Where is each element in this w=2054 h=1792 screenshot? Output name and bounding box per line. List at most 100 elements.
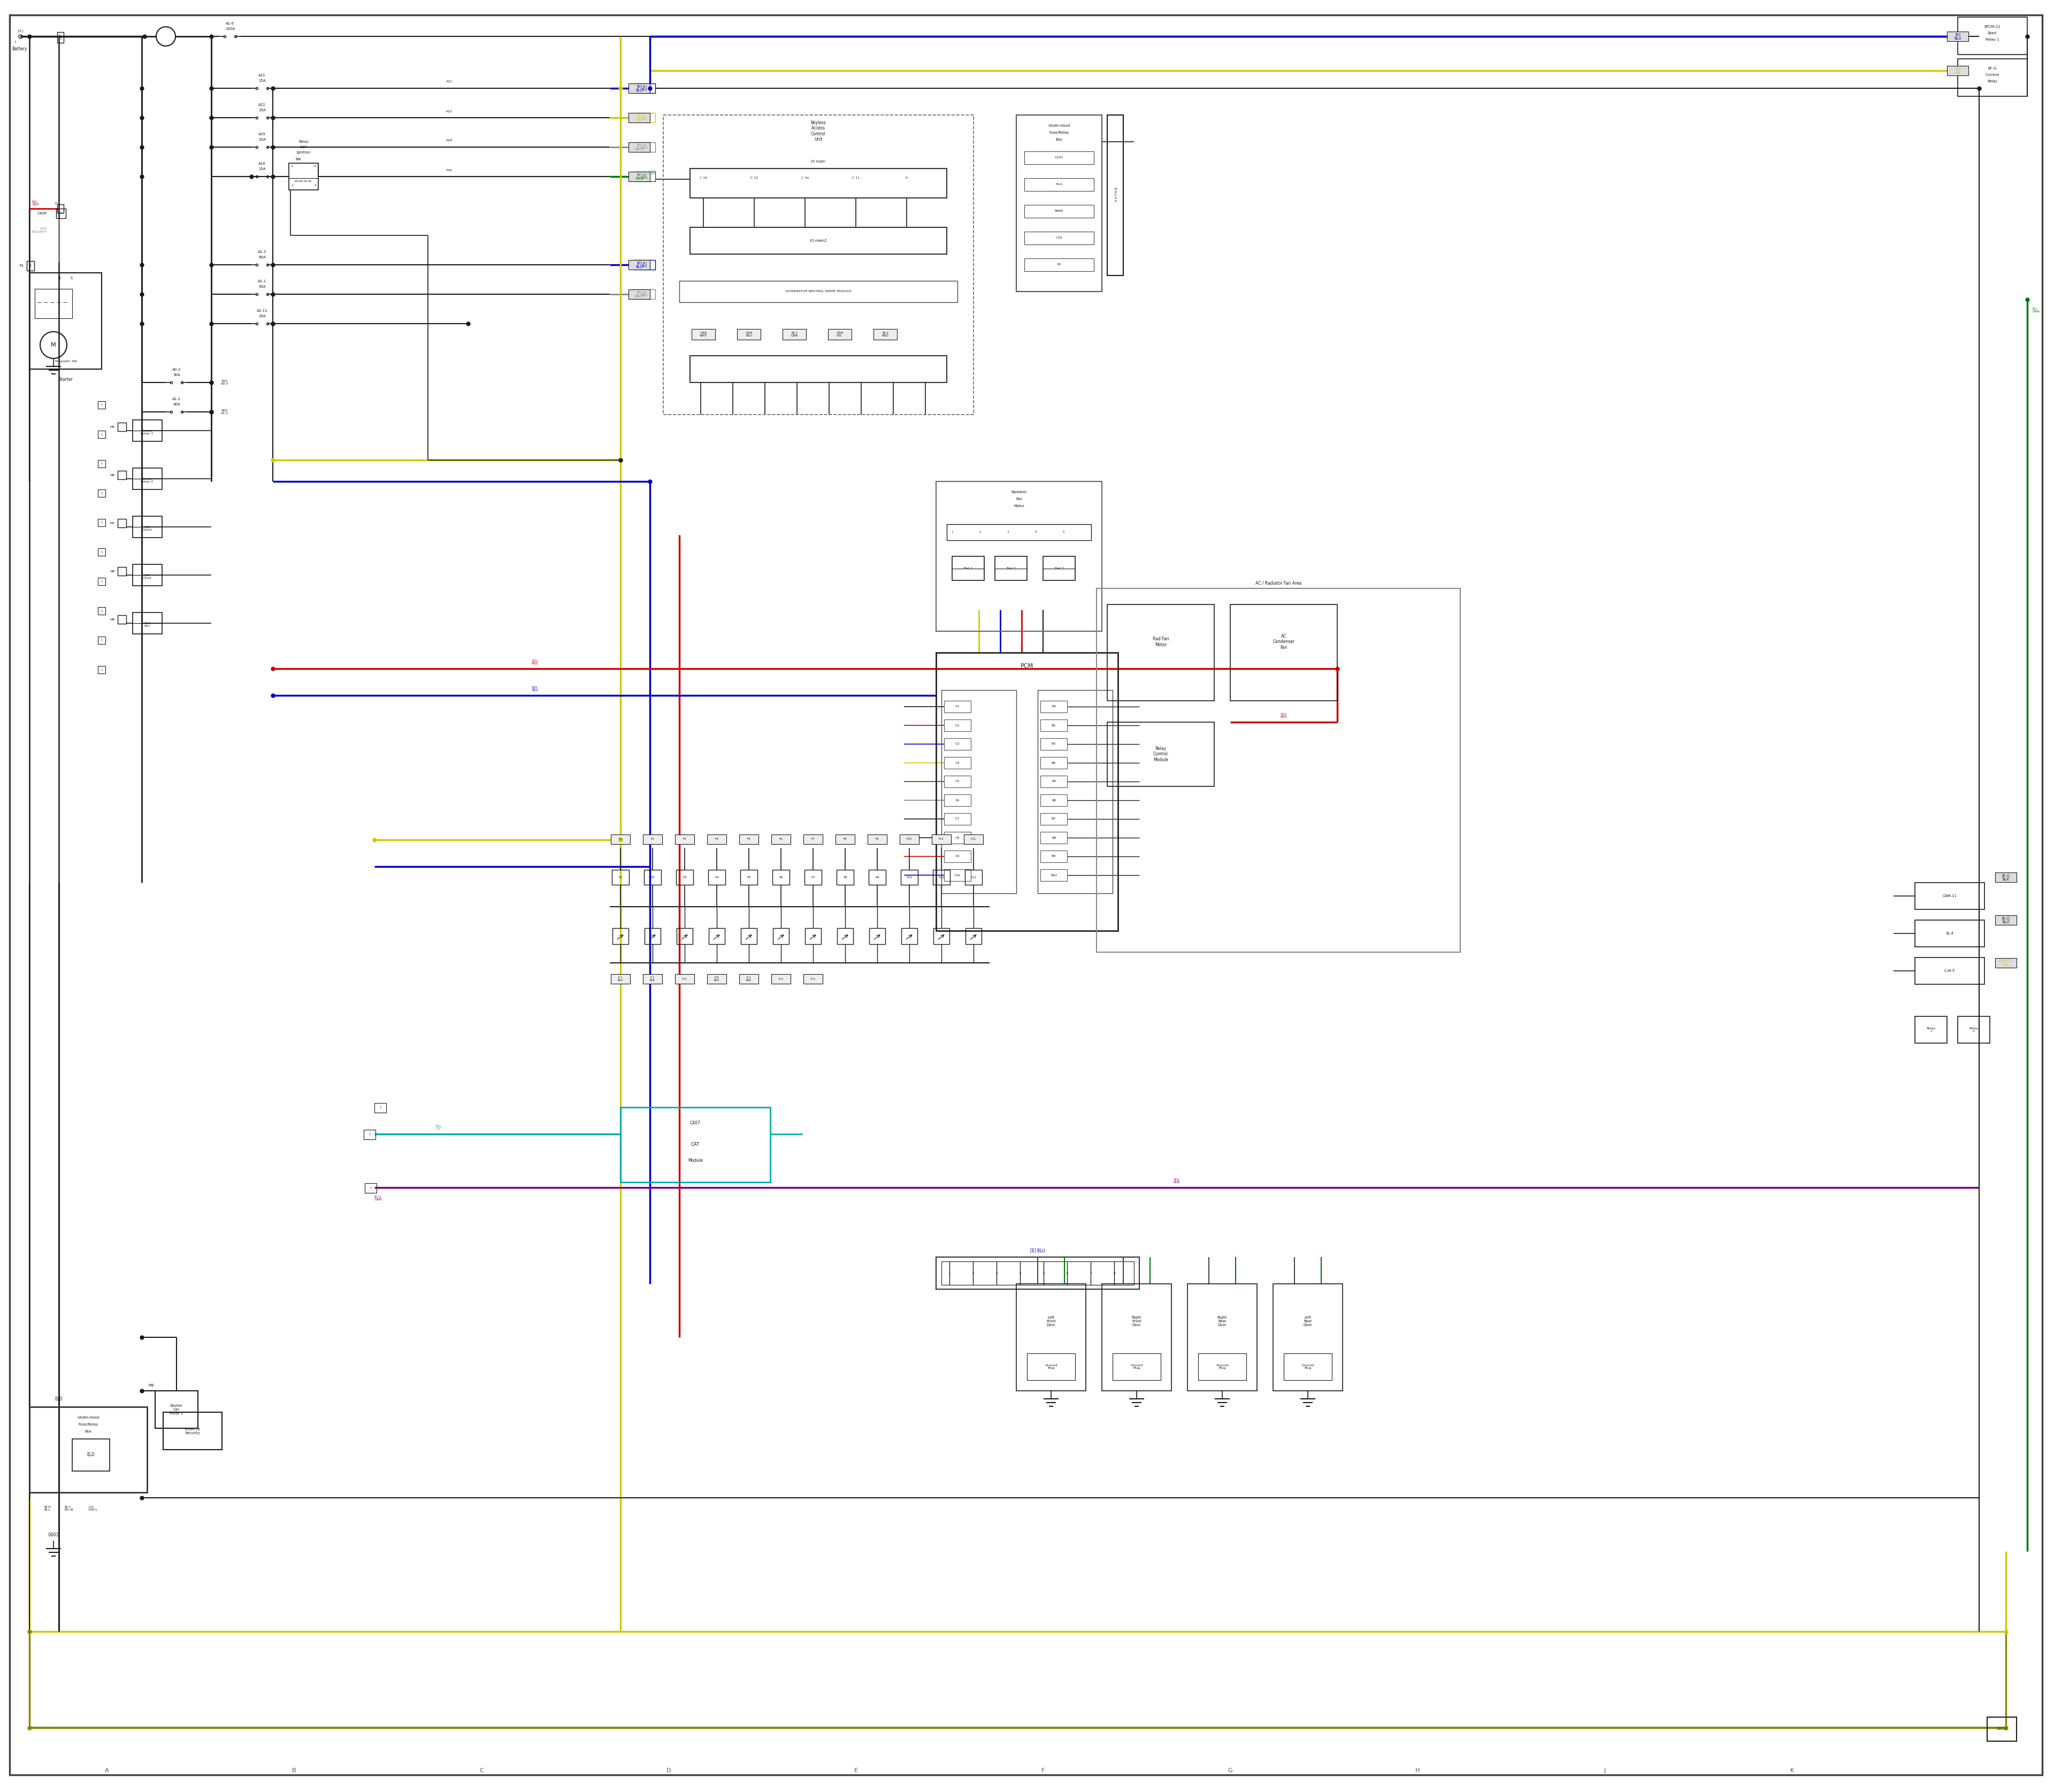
Text: A/C
Cond: A/C Cond — [142, 573, 152, 579]
Text: [E]
GRN: [E] GRN — [641, 174, 647, 179]
Bar — [635, 142, 655, 152]
Bar — [117, 471, 125, 478]
Bar — [1113, 1353, 1161, 1380]
Text: BlWR: BlWR — [1054, 210, 1064, 213]
Text: B
R
A
K
E: B R A K E — [1113, 188, 1117, 202]
Bar — [945, 851, 972, 862]
Bar — [99, 430, 105, 437]
Text: Relay
Control
Module: Relay Control Module — [1152, 745, 1169, 762]
Bar — [612, 928, 629, 944]
Bar — [676, 975, 694, 984]
Text: EPCM-11: EPCM-11 — [1984, 25, 2001, 29]
Bar — [836, 835, 854, 844]
Text: CAM-11: CAM-11 — [1943, 894, 1957, 898]
Text: Bat 2: Bat 2 — [1006, 566, 1015, 570]
Bar — [1947, 66, 1968, 75]
Text: Ground
Plug: Ground Plug — [1130, 1364, 1142, 1369]
Text: ORR
YEL: ORR YEL — [836, 332, 844, 337]
Text: F6: F6 — [778, 876, 783, 878]
Text: [E]
BLU: [E] BLU — [635, 84, 643, 91]
Text: A2-3: A2-3 — [259, 251, 267, 253]
Text: Current: Current — [1986, 73, 1999, 77]
Text: C7: C7 — [955, 817, 959, 821]
Bar — [620, 1107, 770, 1183]
Text: M5: M5 — [111, 425, 115, 428]
Text: Box: Box — [84, 1430, 92, 1434]
Bar — [945, 738, 972, 751]
Text: F6: F6 — [778, 839, 783, 840]
Text: Right
Rear
Door: Right Rear Door — [1218, 1315, 1226, 1326]
Text: Bat 1: Bat 1 — [963, 566, 974, 570]
Bar — [290, 163, 318, 190]
Text: 1: 1 — [14, 41, 16, 43]
Text: F-1
BLU: F-1 BLU — [618, 977, 622, 982]
Text: [E]
YEL: [E] YEL — [637, 115, 643, 122]
Text: 60A: 60A — [259, 256, 265, 258]
Text: F-6
BLU: F-6 BLU — [715, 977, 719, 982]
Bar — [869, 928, 885, 944]
Text: A1-2: A1-2 — [173, 398, 181, 401]
Text: F8: F8 — [844, 839, 846, 840]
Text: Module: Module — [688, 1158, 702, 1163]
Text: F4: F4 — [715, 876, 719, 878]
Text: BI-1
CRN: BI-1 CRN — [791, 332, 797, 337]
Bar — [692, 330, 715, 340]
Bar — [1027, 1353, 1074, 1380]
Bar — [635, 113, 655, 122]
Text: 2: 2 — [314, 185, 316, 186]
Text: BI-1
YEL-B: BI-1 YEL-B — [64, 1505, 74, 1511]
Text: F1: F1 — [618, 876, 622, 878]
Text: Relay 1: Relay 1 — [1986, 38, 1999, 41]
Bar — [737, 330, 760, 340]
Text: ORR
WHT: ORR WHT — [649, 170, 657, 176]
Text: [E-J]
BLU: [E-J] BLU — [2003, 916, 2009, 923]
Text: C407: C407 — [690, 1122, 700, 1125]
Text: Starter
Car
Relay 2: Starter Car Relay 2 — [170, 1405, 183, 1416]
Text: D: D — [665, 1769, 672, 1774]
Bar — [1914, 957, 1984, 984]
Bar — [629, 84, 649, 93]
Text: C-M-5: C-M-5 — [1945, 969, 1955, 973]
Bar — [162, 1412, 222, 1450]
Text: C8: C8 — [955, 837, 959, 839]
Bar — [635, 172, 655, 181]
Text: T1
1: T1 1 — [58, 34, 62, 41]
Bar — [945, 794, 972, 806]
Bar — [937, 482, 1101, 631]
Text: G001: G001 — [47, 1532, 60, 1538]
Bar — [1097, 588, 1460, 952]
Text: [EJ]
BLU: [EJ] BLU — [532, 686, 538, 692]
Text: 15A: 15A — [259, 167, 265, 170]
Text: B        S: B S — [58, 276, 74, 280]
Bar — [99, 636, 105, 643]
Bar — [739, 869, 758, 885]
Bar — [1025, 258, 1095, 271]
Text: A2-1: A2-1 — [259, 280, 267, 283]
Bar — [873, 330, 898, 340]
Text: Start.: Start. — [1988, 32, 1999, 34]
Bar — [99, 401, 105, 409]
Bar — [933, 835, 951, 844]
Text: F1: F1 — [618, 839, 622, 840]
Bar — [629, 289, 649, 299]
Text: 2.0
CAP's: 2.0 CAP's — [88, 1505, 97, 1511]
Text: B2: B2 — [1052, 724, 1056, 728]
Bar — [965, 928, 982, 944]
Bar — [772, 835, 791, 844]
Bar — [643, 835, 661, 844]
Text: AC / Radiator Fan Area: AC / Radiator Fan Area — [1255, 581, 1302, 586]
Text: M8: M8 — [111, 570, 115, 573]
Bar — [838, 928, 852, 944]
Text: [E-J]
DKB: [E-J] DKB — [374, 1195, 382, 1201]
Text: F5: F5 — [748, 839, 750, 840]
Bar — [941, 1262, 1134, 1285]
Text: F9: F9 — [875, 839, 879, 840]
Bar — [643, 975, 661, 984]
Text: [EE]
BLK/WHT: [EE] BLK/WHT — [31, 228, 47, 233]
Text: F11: F11 — [939, 839, 945, 840]
Bar — [1994, 959, 2017, 968]
Text: Relay
2: Relay 2 — [1970, 1027, 1978, 1032]
Bar — [612, 869, 629, 885]
Text: C1R: C1R — [1056, 237, 1062, 240]
Bar — [709, 928, 725, 944]
